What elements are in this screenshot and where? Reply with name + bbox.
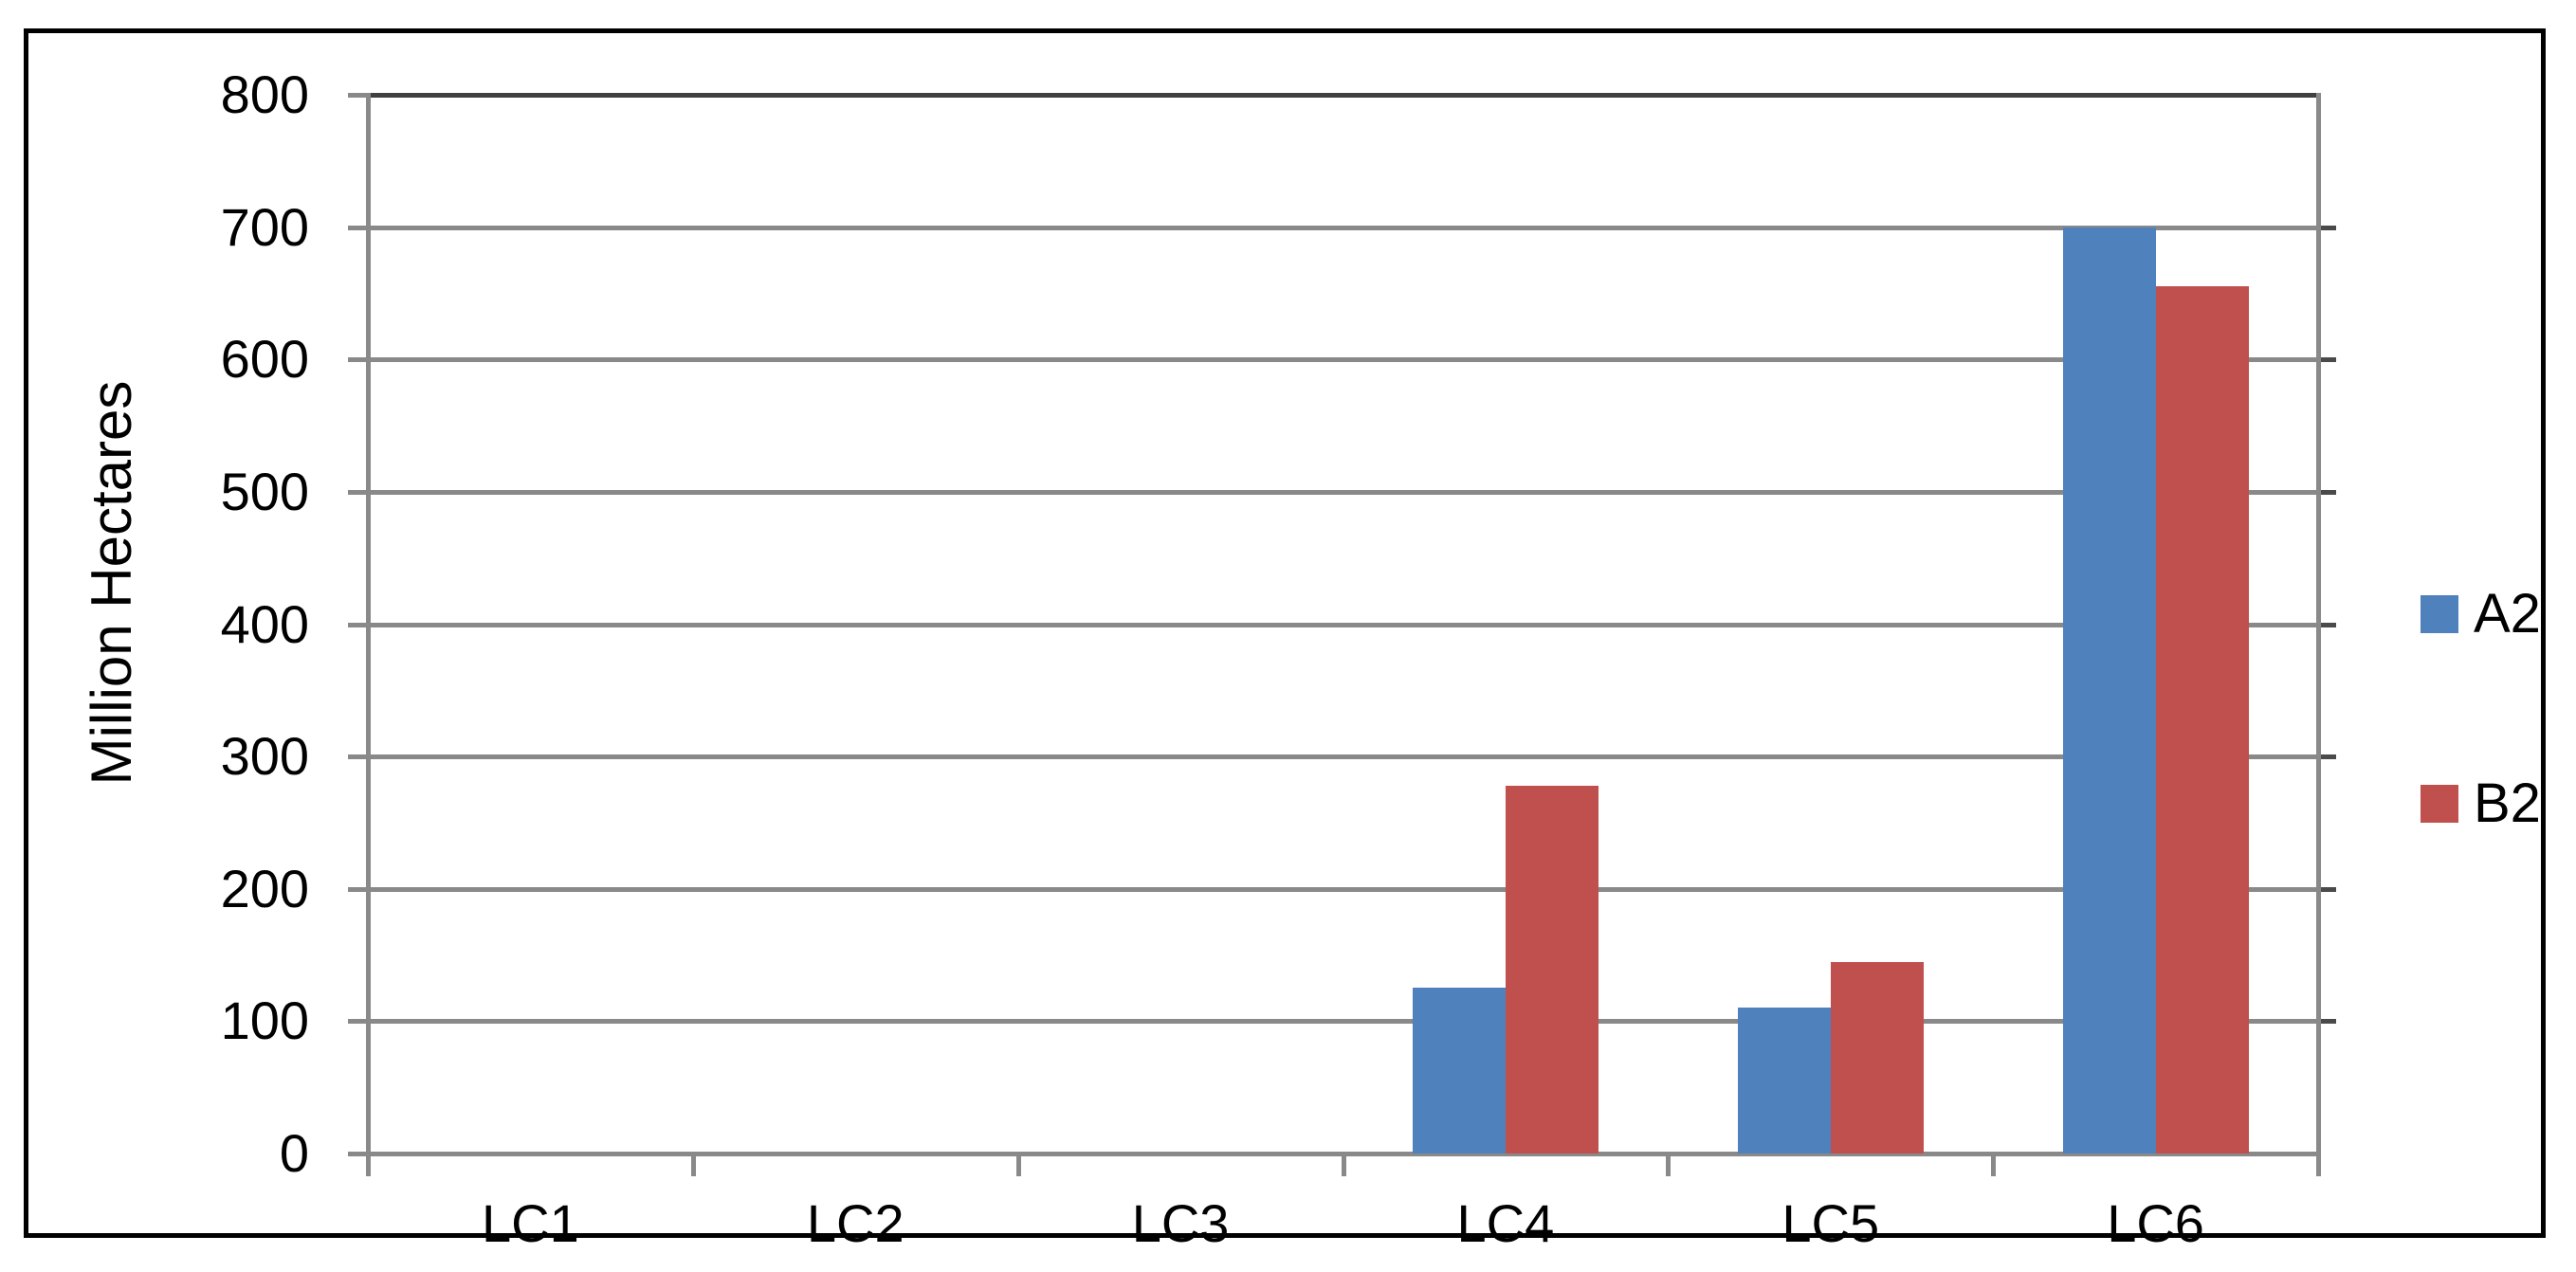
x-axis-tick-3 (1341, 1154, 1346, 1176)
y-axis-tick-200 (348, 886, 368, 892)
plot-right-border (2316, 93, 2321, 1155)
bar-A2-LC5 (1738, 1008, 1831, 1154)
y-axis-right-tick-600 (2316, 357, 2336, 363)
gridline-300 (368, 754, 2318, 760)
y-axis-tick-800 (348, 93, 368, 98)
y-axis-tick-500 (348, 489, 368, 495)
x-axis-tick-2 (1015, 1154, 1021, 1176)
x-category-label-LC1: LC1 (482, 1193, 579, 1253)
chart-outer-border: Million Hectares 0 100 200 300 400 500 600 700 8… (24, 28, 2546, 1250)
gridline-600 (368, 357, 2318, 363)
y-axis-tick-600 (348, 357, 368, 363)
y-axis-right-tick-300 (2316, 754, 2336, 760)
legend-swatch-A2 (2421, 595, 2458, 633)
bar-B2-LC5 (1831, 962, 1924, 1154)
y-axis-line (366, 93, 371, 1176)
y-axis-right-tick-100 (2316, 1019, 2336, 1025)
bar-A2-LC6 (2063, 227, 2156, 1154)
gridline-400 (368, 622, 2318, 627)
gridline-500 (368, 489, 2318, 495)
y-axis-right-tick-500 (2316, 489, 2336, 495)
y-tick-label-800: 800 (220, 64, 309, 124)
x-category-label-LC2: LC2 (806, 1193, 904, 1253)
x-axis-tick-0 (366, 1154, 371, 1176)
bar-B2-LC4 (1506, 786, 1599, 1154)
x-category-label-LC5: LC5 (1781, 1193, 1880, 1253)
y-tick-label-700: 700 (220, 196, 309, 257)
y-tick-label-400: 400 (220, 593, 309, 654)
y-axis-right-tick-200 (2316, 886, 2336, 892)
x-category-label-LC3: LC3 (1131, 1193, 1230, 1253)
y-tick-label-100: 100 (220, 990, 309, 1051)
y-tick-label-600: 600 (220, 329, 309, 390)
plot-top-gridline (368, 93, 2318, 98)
legend-swatch-B2 (2421, 785, 2458, 823)
gridline-200 (368, 886, 2318, 892)
y-axis-tick-300 (348, 754, 368, 760)
y-axis-right-tick-700 (2316, 225, 2336, 230)
y-tick-label-200: 200 (220, 858, 309, 918)
y-axis-tick-100 (348, 1019, 368, 1025)
bar-A2-LC4 (1413, 988, 1506, 1154)
legend-label-B2: B2 (2474, 772, 2541, 834)
x-axis-tick-1 (690, 1154, 696, 1176)
legend-item-B2: B2 (2421, 772, 2541, 834)
y-tick-label-500: 500 (220, 461, 309, 521)
plot-area (348, 93, 2336, 1176)
y-axis-tick-700 (348, 225, 368, 230)
y-axis-right-tick-400 (2316, 622, 2336, 627)
gridline-100 (368, 1019, 2318, 1025)
x-axis-tick-6 (2316, 1154, 2321, 1176)
legend-label-A2: A2 (2474, 583, 2541, 645)
y-axis-title: Million Hectares (80, 380, 143, 786)
y-axis-tick-400 (348, 622, 368, 627)
y-tick-label-0: 0 (279, 1123, 309, 1183)
y-axis-tick-0 (348, 1152, 368, 1156)
legend-item-A2: A2 (2421, 583, 2541, 645)
x-category-label-LC4: LC4 (1456, 1193, 1555, 1253)
gridline-700 (368, 225, 2318, 230)
x-axis-tick-5 (1991, 1154, 1997, 1176)
y-tick-label-300: 300 (220, 726, 309, 787)
x-category-label-LC6: LC6 (2107, 1193, 2204, 1253)
bar-B2-LC6 (2156, 286, 2249, 1154)
x-axis-tick-4 (1666, 1154, 1672, 1176)
